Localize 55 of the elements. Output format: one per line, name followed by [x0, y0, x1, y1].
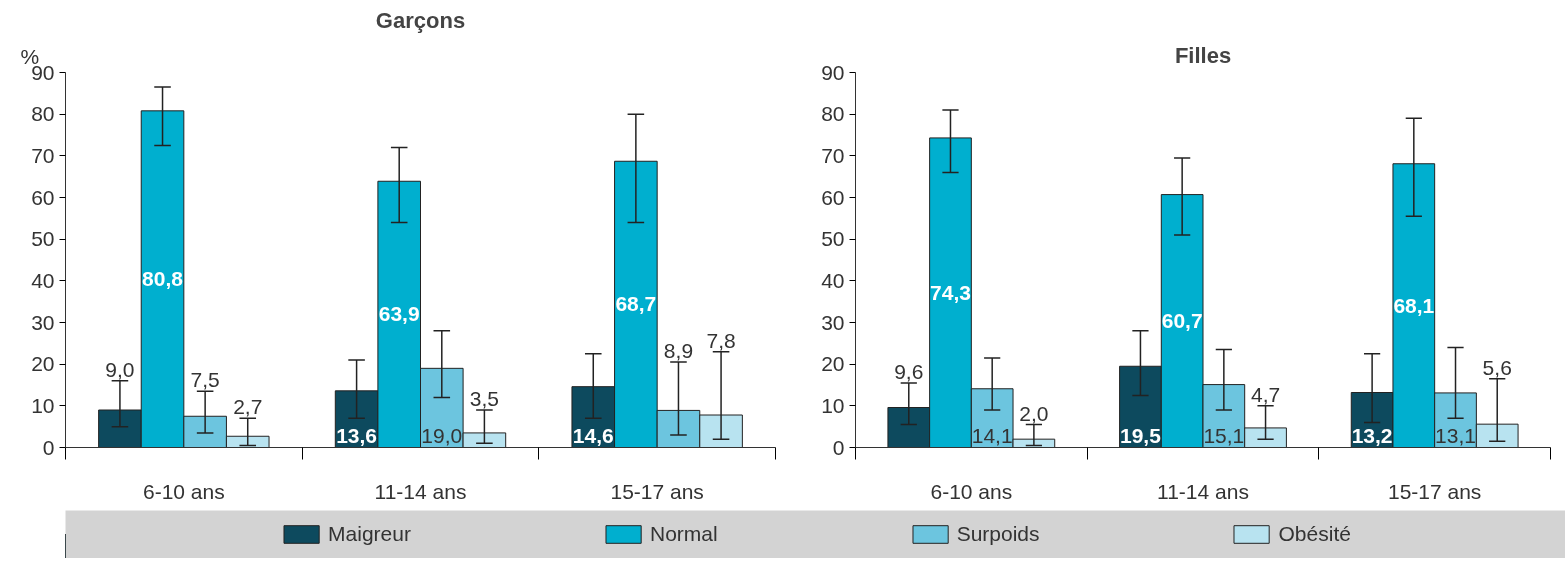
data-label: 2,7: [233, 395, 263, 419]
data-label: 7,8: [706, 328, 736, 352]
data-label: 13,6: [336, 424, 378, 448]
y-tick-label: 70: [31, 143, 55, 167]
y-tick-label: 70: [821, 143, 845, 167]
data-label: 74,3: [930, 280, 971, 304]
chart-title: Garçons: [375, 7, 466, 33]
chart-title: Filles: [1174, 42, 1232, 68]
x-tick-label: 11-14 ans: [374, 479, 467, 503]
legend-label: Surpoids: [956, 522, 1040, 546]
data-label: 9,0: [105, 357, 135, 381]
data-label: 14,6: [572, 424, 614, 448]
data-label: 68,1: [1393, 293, 1435, 317]
data-label: 8,9: [663, 339, 694, 363]
legend-label: Maigreur: [328, 522, 411, 546]
y-tick-label: 80: [821, 102, 845, 126]
data-label: 4,7: [1250, 382, 1281, 406]
y-tick-label: 30: [821, 310, 845, 334]
y-tick-label: 80: [31, 102, 55, 126]
y-tick-label: 50: [821, 227, 845, 251]
data-label: 13,2: [1351, 424, 1393, 448]
data-label: 9,6: [894, 359, 924, 383]
y-tick-label: 20: [821, 352, 845, 376]
y-tick-label: 20: [31, 352, 55, 376]
x-tick-label: 15-17 ans: [1387, 479, 1482, 503]
y-tick-label: 0: [832, 435, 845, 459]
data-label: 60,7: [1161, 309, 1203, 333]
y-tick-label: 0: [42, 435, 55, 459]
x-tick-label: 11-14 ans: [1157, 479, 1249, 503]
data-label: 19,5: [1120, 424, 1162, 448]
data-label: 14,1: [971, 424, 1013, 448]
y-tick-label: 50: [31, 227, 55, 251]
x-tick-label: 15-17 ans: [610, 479, 704, 503]
y-tick-label: 60: [31, 185, 55, 209]
data-label: 13,1: [1435, 424, 1476, 448]
legend-label: Obésité: [1278, 522, 1351, 546]
x-tick-label: 6-10 ans: [930, 479, 1013, 503]
data-label: 68,7: [615, 292, 657, 316]
data-label: 3,5: [469, 387, 500, 410]
y-tick-label: 30: [31, 310, 55, 334]
data-label: 7,5: [190, 368, 220, 392]
y-tick-label: 40: [31, 268, 55, 292]
legend-label: Normal: [649, 522, 718, 546]
data-label: 5,6: [1482, 355, 1512, 379]
x-tick-label: 6-10 ans: [142, 479, 225, 503]
data-label: 2,0: [1019, 401, 1049, 425]
data-label: 19,0: [421, 424, 463, 448]
data-label: 63,9: [378, 302, 420, 326]
data-label: 15,1: [1203, 424, 1245, 448]
y-tick-label: 90: [821, 60, 845, 84]
y-tick-label: 10: [31, 393, 55, 417]
data-label: 80,8: [142, 267, 184, 291]
y-tick-label: 60: [821, 185, 845, 209]
y-tick-label: 40: [821, 268, 845, 292]
y-tick-label: 10: [821, 393, 845, 417]
